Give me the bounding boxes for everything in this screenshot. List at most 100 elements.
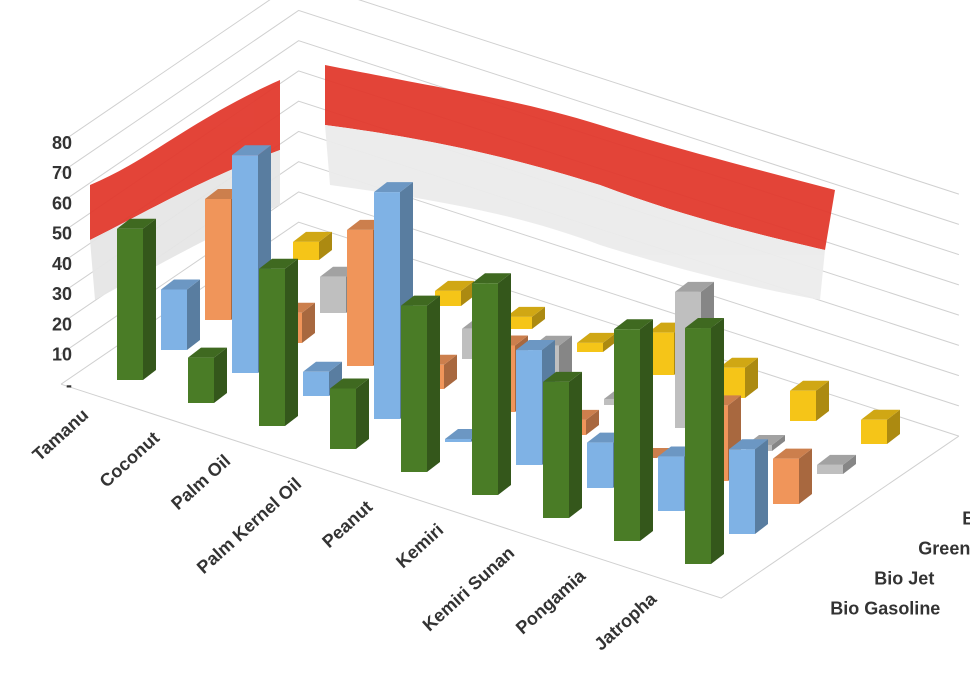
bar-front bbox=[347, 229, 373, 366]
bar-top bbox=[577, 332, 616, 343]
legend-label: Bio Jet bbox=[874, 569, 934, 589]
bar-front bbox=[232, 155, 258, 373]
bar bbox=[293, 231, 332, 260]
bar bbox=[472, 273, 511, 495]
bar-side bbox=[603, 332, 616, 352]
y-tick-label: 10 bbox=[52, 345, 72, 365]
bar-top bbox=[675, 281, 714, 292]
bar-side bbox=[285, 258, 298, 426]
bar-top bbox=[506, 306, 545, 317]
bar-top bbox=[817, 454, 856, 465]
bar-top bbox=[330, 378, 369, 389]
y-tick-label: 40 bbox=[52, 254, 72, 274]
y-tick-label: 70 bbox=[52, 163, 72, 183]
bar bbox=[161, 279, 200, 350]
bar-top bbox=[790, 380, 829, 391]
bar-top bbox=[232, 145, 271, 156]
bar-front bbox=[205, 199, 231, 320]
x-tick-label: Jatropha bbox=[590, 588, 661, 654]
x-tick-label: Kemiri Sunan bbox=[419, 543, 519, 636]
bar-front bbox=[445, 438, 471, 442]
bar-side bbox=[319, 231, 332, 260]
y-tick-label: 50 bbox=[52, 224, 72, 244]
floor-edge bbox=[60, 383, 960, 599]
bar-top bbox=[374, 182, 413, 193]
bar-side bbox=[302, 302, 315, 343]
bar-front bbox=[161, 289, 187, 350]
bar bbox=[790, 380, 829, 421]
y-tick-label: 30 bbox=[52, 284, 72, 304]
bar-side bbox=[799, 448, 812, 504]
legend-label: Bop Mazut bbox=[962, 509, 970, 529]
bar-side bbox=[143, 218, 156, 380]
grid-line bbox=[60, 0, 960, 195]
bar-side bbox=[427, 295, 440, 472]
bar bbox=[543, 371, 582, 518]
y-tick-label: - bbox=[66, 375, 72, 395]
bar-top bbox=[188, 347, 227, 358]
bar-top bbox=[516, 340, 555, 351]
y-tick-label: 60 bbox=[52, 193, 72, 213]
bar-front bbox=[259, 268, 285, 426]
bar-front bbox=[330, 388, 356, 449]
bar bbox=[685, 318, 724, 564]
grid-line bbox=[60, 9, 960, 225]
bar-front bbox=[506, 316, 532, 329]
bar bbox=[374, 182, 413, 419]
bar-front bbox=[472, 283, 498, 495]
bar-front bbox=[188, 357, 214, 403]
bar-front bbox=[516, 350, 542, 465]
bar-front bbox=[577, 342, 603, 352]
bar-side bbox=[640, 319, 653, 541]
bar bbox=[401, 295, 440, 472]
bar-side bbox=[559, 335, 572, 382]
x-tick-label: Pongamia bbox=[512, 565, 590, 638]
x-tick-label: Coconut bbox=[96, 428, 164, 492]
bar-side bbox=[214, 347, 227, 403]
bar-front bbox=[773, 458, 799, 504]
bar-front bbox=[374, 192, 400, 419]
bar-front bbox=[790, 390, 816, 421]
bar-side bbox=[444, 354, 457, 389]
bar-top bbox=[303, 361, 342, 372]
bar-front bbox=[861, 419, 887, 444]
bar-front bbox=[817, 464, 843, 474]
bar-front bbox=[685, 328, 711, 564]
x-tick-label: Peanut bbox=[318, 497, 376, 552]
bar-top bbox=[614, 319, 653, 330]
legend-label: Bio Gasoline bbox=[830, 599, 940, 619]
bar-front bbox=[293, 241, 319, 260]
bar bbox=[577, 332, 616, 352]
bar-top bbox=[161, 279, 200, 290]
flag-decoration bbox=[90, 65, 835, 300]
x-tick-label: Kemiri bbox=[392, 520, 447, 572]
bar-side bbox=[772, 434, 785, 451]
bar-side bbox=[461, 280, 474, 306]
bar bbox=[861, 409, 900, 444]
bar bbox=[614, 319, 653, 541]
bar-top bbox=[435, 280, 474, 291]
bar bbox=[117, 218, 156, 380]
bar-front bbox=[303, 371, 329, 396]
legend-label: Green Diesel bbox=[918, 539, 970, 559]
bar bbox=[435, 280, 474, 306]
bar-top bbox=[401, 295, 440, 306]
bar bbox=[188, 347, 227, 403]
bar-top bbox=[729, 439, 768, 450]
bar bbox=[259, 258, 298, 426]
bar-top bbox=[773, 448, 812, 459]
bar-front bbox=[435, 290, 461, 306]
bar bbox=[330, 378, 369, 449]
bar-side bbox=[745, 357, 758, 398]
bar-side bbox=[586, 409, 599, 435]
bar bbox=[719, 357, 758, 398]
y-tick-label: 80 bbox=[52, 133, 72, 153]
bar-top bbox=[472, 273, 511, 284]
bar-top bbox=[685, 318, 724, 329]
bar-side bbox=[887, 409, 900, 444]
bar bbox=[817, 454, 856, 474]
y-tick-label: 20 bbox=[52, 314, 72, 334]
bar-front bbox=[587, 442, 613, 488]
bars bbox=[117, 145, 900, 564]
